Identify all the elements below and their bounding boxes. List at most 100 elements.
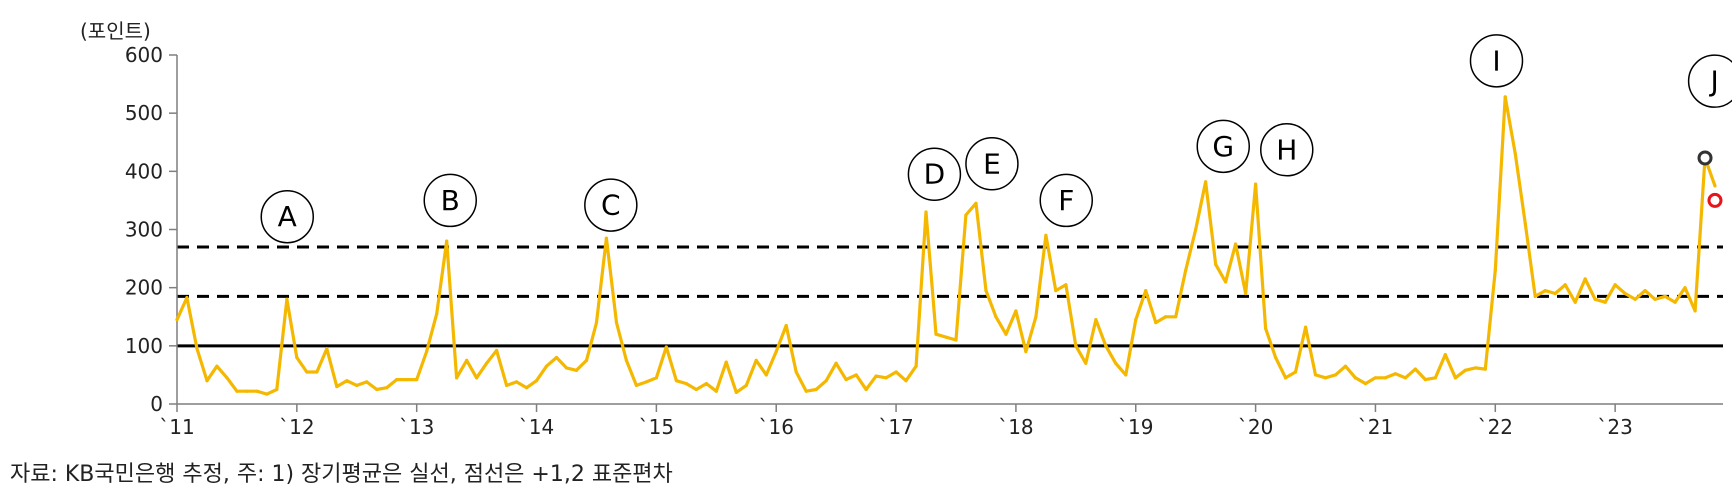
data-point	[924, 210, 928, 214]
data-point	[495, 348, 499, 353]
annotation-circle-J	[1687, 54, 1732, 108]
annotation-label-G: G	[1212, 130, 1234, 163]
data-point	[1254, 182, 1258, 186]
y-tick-label-0: 0	[150, 392, 163, 416]
data-point	[754, 358, 758, 362]
data-point	[205, 379, 209, 383]
data-point	[524, 386, 529, 390]
data-point	[984, 288, 988, 293]
data-point	[484, 361, 489, 365]
x-tick-label-2023: `23	[1597, 415, 1632, 439]
data-point	[1313, 373, 1318, 377]
data-point	[1563, 283, 1567, 287]
data-point	[554, 355, 559, 360]
source-footnote: 자료: KB국민은행 추정, 주: 1) 장기평균은 실선, 점선은 +1,2 …	[10, 462, 673, 487]
data-point	[245, 389, 249, 393]
data-point	[355, 383, 359, 387]
annotation-circle-E	[965, 137, 1019, 191]
data-point	[395, 377, 399, 382]
data-point	[325, 347, 329, 351]
data-point	[235, 389, 239, 393]
data-point	[1104, 344, 1108, 348]
annotation-label-E: E	[983, 147, 1001, 180]
data-point	[994, 315, 998, 319]
data-point	[794, 370, 798, 374]
data-point	[365, 380, 369, 384]
y-tick-label-600: 600	[125, 43, 163, 67]
data-point	[1493, 268, 1497, 272]
data-point	[1084, 361, 1088, 365]
data-point	[884, 376, 888, 380]
data-point	[185, 295, 189, 300]
data-point	[1224, 280, 1228, 284]
data-point	[684, 382, 688, 386]
data-point	[604, 236, 609, 240]
data-point	[824, 379, 828, 383]
data-point	[315, 370, 319, 374]
data-point	[814, 387, 818, 392]
data-point	[1144, 288, 1148, 293]
annotation-label-H: H	[1276, 133, 1297, 166]
data-point	[1413, 367, 1417, 371]
data-point	[255, 389, 259, 393]
data-point	[654, 376, 658, 380]
annotation-label-D: D	[924, 158, 946, 191]
data-point	[974, 201, 978, 205]
data-point	[644, 380, 649, 384]
data-point	[1713, 184, 1717, 188]
data-point	[574, 368, 579, 372]
data-point	[594, 320, 599, 325]
data-point	[1263, 326, 1268, 330]
data-point	[1533, 294, 1537, 298]
data-point	[844, 377, 848, 382]
data-point	[1054, 288, 1058, 293]
annotation-circle-C	[584, 178, 638, 232]
data-point	[944, 335, 948, 339]
data-point	[445, 239, 449, 243]
series-group	[175, 95, 1717, 396]
data-point	[1613, 283, 1617, 287]
data-point	[704, 382, 708, 386]
x-tick-label-2017: `17	[878, 415, 913, 439]
data-point	[624, 358, 629, 362]
data-point	[1244, 291, 1248, 296]
data-point	[215, 364, 219, 368]
data-point	[1064, 283, 1068, 287]
data-point	[1303, 325, 1308, 329]
data-point	[1663, 294, 1667, 298]
annotation-label-A: A	[278, 200, 297, 233]
data-point	[584, 358, 589, 362]
data-point	[1673, 300, 1677, 304]
data-point	[265, 392, 269, 396]
data-point	[934, 332, 938, 336]
data-point	[724, 360, 728, 364]
x-tick-label-2020: `20	[1238, 415, 1273, 439]
x-tick-label-2016: `16	[758, 415, 793, 439]
data-point	[1174, 315, 1178, 319]
data-point	[1024, 350, 1028, 354]
data-point	[1543, 288, 1547, 293]
data-point	[375, 387, 379, 392]
y-tick-label-500: 500	[125, 101, 163, 125]
data-point	[425, 350, 429, 354]
data-point	[1044, 233, 1048, 237]
y-tick-label-200: 200	[125, 276, 163, 300]
data-point	[1094, 318, 1098, 322]
data-point	[694, 387, 698, 392]
data-point	[295, 355, 299, 360]
data-point	[1283, 376, 1288, 380]
data-point	[1633, 297, 1637, 301]
data-point	[1333, 373, 1338, 377]
data-point	[275, 387, 279, 392]
annotation-label-F: F	[1058, 184, 1074, 217]
highlight-marker-0	[1697, 150, 1713, 166]
data-point	[894, 370, 898, 374]
annotation-circle-F	[1039, 173, 1093, 228]
data-point	[1134, 318, 1138, 322]
data-point	[1233, 242, 1238, 246]
data-point	[195, 347, 199, 351]
data-point	[634, 383, 638, 387]
data-point	[914, 364, 918, 368]
annotation-label-C: C	[601, 189, 621, 222]
data-point	[534, 379, 539, 383]
